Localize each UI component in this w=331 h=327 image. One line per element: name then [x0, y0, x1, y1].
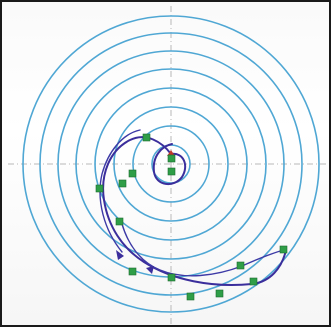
spline-center-hook[interactable] [152, 143, 187, 185]
ring-8[interactable] [22, 15, 320, 313]
spline-middle-arm[interactable] [99, 129, 141, 253]
ring-2[interactable] [132, 125, 210, 203]
ring-3[interactable] [113, 106, 229, 222]
relation-marker[interactable] [249, 277, 258, 286]
relation-marker[interactable] [167, 167, 176, 176]
relation-markers [95, 133, 288, 301]
arrow-bottom-icon [146, 266, 154, 274]
relation-marker[interactable] [186, 292, 195, 301]
origin-icon[interactable] [167, 150, 175, 156]
relation-marker[interactable] [118, 179, 127, 188]
ring-7[interactable] [39, 32, 303, 296]
relation-marker[interactable] [279, 245, 288, 254]
relation-marker[interactable] [215, 289, 224, 298]
relation-marker[interactable] [128, 267, 137, 276]
relation-marker[interactable] [142, 133, 151, 142]
relation-marker[interactable] [128, 169, 137, 178]
relation-marker[interactable] [95, 184, 104, 193]
relation-marker[interactable] [115, 217, 124, 226]
relation-marker[interactable] [236, 261, 245, 270]
relation-marker[interactable] [167, 154, 176, 163]
sketch-canvas[interactable] [4, 4, 331, 327]
ring-4[interactable] [94, 87, 248, 241]
arrow-left-icon [116, 250, 124, 260]
ring-5[interactable] [75, 68, 267, 260]
spline-lower-arm[interactable] [121, 223, 285, 277]
spline-main-arm[interactable] [102, 136, 287, 287]
relation-marker[interactable] [167, 273, 176, 282]
